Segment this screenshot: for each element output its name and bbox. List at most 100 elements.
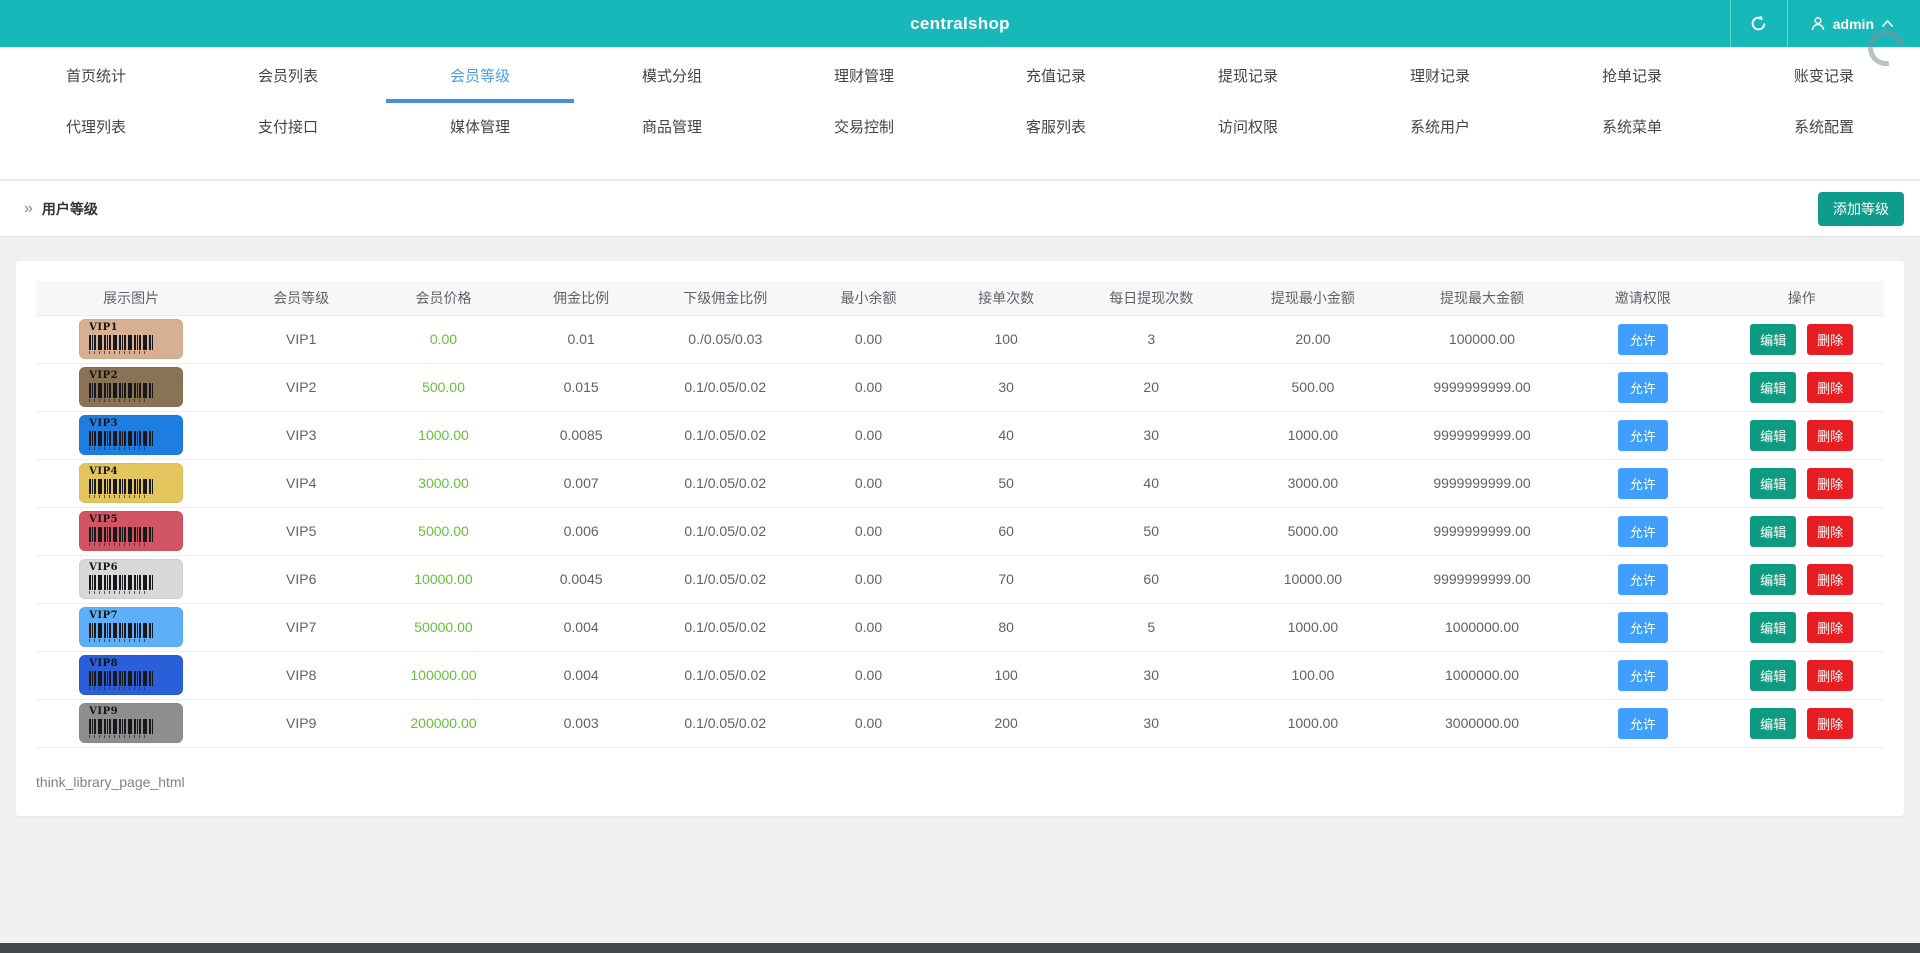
nav-tab-row2-9[interactable]: 系统配置 xyxy=(1728,103,1920,149)
nav-tab-label: 媒体管理 xyxy=(449,118,510,136)
cell-order-count: 70 xyxy=(937,555,1075,604)
nav-tab-row2-3[interactable]: 商品管理 xyxy=(576,103,768,149)
nav-tab-label: 系统用户 xyxy=(1409,118,1470,136)
invite-allow-button[interactable]: 允许 xyxy=(1617,323,1668,355)
barcode-digits xyxy=(89,591,148,594)
cell-price: 200000.00 xyxy=(376,699,511,748)
table-row: VIP3 VIP3 1000.00 0.0085 0.1/0.05/0.02 0… xyxy=(36,411,1884,460)
nav-tab-row2-6[interactable]: 访问权限 xyxy=(1152,103,1344,149)
delete-button[interactable]: 删除 xyxy=(1807,419,1854,451)
invite-allow-button[interactable]: 允许 xyxy=(1617,611,1668,643)
cell-commission: 0.004 xyxy=(510,603,652,652)
nav-tab-row1-9[interactable]: 账变记录 xyxy=(1728,47,1920,103)
cell-image: VIP4 xyxy=(36,459,227,508)
cell-level: VIP1 xyxy=(226,315,377,364)
edit-button[interactable]: 编辑 xyxy=(1750,419,1797,451)
delete-button[interactable]: 删除 xyxy=(1807,323,1854,355)
edit-button[interactable]: 编辑 xyxy=(1750,563,1797,595)
nav-tab-row1-2[interactable]: 会员等级 xyxy=(384,47,576,103)
cell-image: VIP8 xyxy=(36,651,227,700)
cell-invite: 允许 xyxy=(1566,411,1720,460)
page-title: 用户等级 xyxy=(41,200,98,217)
cell-withdraw-max: 100000.00 xyxy=(1397,315,1567,364)
column-header: 佣金比例 xyxy=(510,281,652,316)
vip-badge-image: VIP7 xyxy=(79,607,184,647)
chevron-up-icon xyxy=(1881,19,1894,28)
nav-tab-row2-5[interactable]: 客服列表 xyxy=(960,103,1152,149)
nav-tab-row2-4[interactable]: 交易控制 xyxy=(768,103,960,149)
edit-button[interactable]: 编辑 xyxy=(1750,659,1797,691)
cell-commission: 0.01 xyxy=(510,315,652,364)
user-icon xyxy=(1810,16,1826,32)
cell-invite: 允许 xyxy=(1566,363,1720,412)
edit-button[interactable]: 编辑 xyxy=(1750,515,1797,547)
cell-withdraw-min: 5000.00 xyxy=(1227,507,1398,556)
delete-button[interactable]: 删除 xyxy=(1807,467,1854,499)
nav-tab-row1-0[interactable]: 首页统计 xyxy=(0,47,192,103)
invite-allow-button[interactable]: 允许 xyxy=(1617,371,1668,403)
nav-tab-row1-8[interactable]: 抢单记录 xyxy=(1536,47,1728,103)
invite-allow-button[interactable]: 允许 xyxy=(1617,419,1668,451)
invite-allow-button[interactable]: 允许 xyxy=(1617,467,1668,499)
vip-badge-image: VIP5 xyxy=(79,511,184,551)
cell-min-balance: 0.00 xyxy=(799,651,938,700)
user-menu[interactable]: admin xyxy=(1788,0,1920,47)
edit-button[interactable]: 编辑 xyxy=(1750,611,1797,643)
nav-tab-row1-7[interactable]: 理财记录 xyxy=(1344,47,1536,103)
nav-tab-label: 会员列表 xyxy=(257,67,318,85)
table-body: VIP1 VIP1 0.00 0.01 0./0.05/0.03 0.00 10… xyxy=(36,315,1884,748)
cell-commission: 0.004 xyxy=(510,651,652,700)
bottom-scrollbar[interactable] xyxy=(0,943,1920,953)
nav-tab-label: 会员等级 xyxy=(449,67,510,85)
column-header: 展示图片 xyxy=(36,281,227,316)
table-header-row: 展示图片 会员等级 会员价格 佣金比例 下级佣金比例 最小余额 接单次数 每日提现次数 提现最小… xyxy=(36,281,1884,316)
nav-tab-row1-1[interactable]: 会员列表 xyxy=(192,47,384,103)
invite-allow-button[interactable]: 允许 xyxy=(1617,707,1668,739)
cell-sub-commission: 0.1/0.05/0.02 xyxy=(651,555,800,604)
nav-row-1: 首页统计 会员列表 会员等级 模式分组 理财管理 充值记录 提现记录 理财记录 抢单记录 账变记录 xyxy=(0,47,1920,103)
nav-tab-row2-7[interactable]: 系统用户 xyxy=(1344,103,1536,149)
delete-button[interactable]: 删除 xyxy=(1807,515,1854,547)
column-header: 每日提现次数 xyxy=(1074,281,1228,316)
nav-tab-row1-3[interactable]: 模式分组 xyxy=(576,47,768,103)
cell-daily-withdraw-count: 30 xyxy=(1074,411,1228,460)
delete-button[interactable]: 删除 xyxy=(1807,611,1854,643)
vip-badge-label: VIP7 xyxy=(89,610,119,621)
delete-button[interactable]: 删除 xyxy=(1807,707,1854,739)
cell-min-balance: 0.00 xyxy=(799,459,938,508)
cell-daily-withdraw-count: 20 xyxy=(1074,363,1228,412)
cell-level: VIP9 xyxy=(226,699,377,748)
cell-level: VIP6 xyxy=(226,555,377,604)
cell-sub-commission: 0.1/0.05/0.02 xyxy=(651,363,800,412)
nav-tab-row1-6[interactable]: 提现记录 xyxy=(1152,47,1344,103)
cell-price: 1000.00 xyxy=(376,411,511,460)
delete-button[interactable]: 删除 xyxy=(1807,659,1854,691)
table-row: VIP4 VIP4 3000.00 0.007 0.1/0.05/0.02 0.… xyxy=(36,459,1884,508)
cell-min-balance: 0.00 xyxy=(799,699,938,748)
delete-button[interactable]: 删除 xyxy=(1807,563,1854,595)
edit-button[interactable]: 编辑 xyxy=(1750,323,1797,355)
cell-actions: 编辑 删除 xyxy=(1719,315,1884,364)
cell-order-count: 80 xyxy=(937,603,1075,652)
edit-button[interactable]: 编辑 xyxy=(1750,707,1797,739)
invite-allow-button[interactable]: 允许 xyxy=(1617,659,1668,691)
table-row: VIP8 VIP8 100000.00 0.004 0.1/0.05/0.02 … xyxy=(36,651,1884,700)
nav-tab-row1-5[interactable]: 充值记录 xyxy=(960,47,1152,103)
nav-tab-row2-2[interactable]: 媒体管理 xyxy=(384,103,576,149)
cell-actions: 编辑 删除 xyxy=(1719,459,1884,508)
nav-tab-row2-8[interactable]: 系统菜单 xyxy=(1536,103,1728,149)
add-level-button[interactable]: 添加等级 xyxy=(1818,192,1904,226)
nav-tab-row1-4[interactable]: 理财管理 xyxy=(768,47,960,103)
invite-allow-button[interactable]: 允许 xyxy=(1617,563,1668,595)
refresh-button[interactable] xyxy=(1729,0,1788,47)
edit-button[interactable]: 编辑 xyxy=(1750,371,1797,403)
nav-tab-row2-0[interactable]: 代理列表 xyxy=(0,103,192,149)
vip-badge-image: VIP2 xyxy=(79,367,184,407)
delete-button[interactable]: 删除 xyxy=(1807,371,1854,403)
nav-tab-label: 系统配置 xyxy=(1793,118,1854,136)
edit-button[interactable]: 编辑 xyxy=(1750,467,1797,499)
invite-allow-button[interactable]: 允许 xyxy=(1617,515,1668,547)
page-content: 展示图片 会员等级 会员价格 佣金比例 下级佣金比例 最小余额 接单次数 每日提现次数 提现最小… xyxy=(0,237,1920,840)
nav-tab-row2-1[interactable]: 支付接口 xyxy=(192,103,384,149)
cell-order-count: 100 xyxy=(937,315,1075,364)
